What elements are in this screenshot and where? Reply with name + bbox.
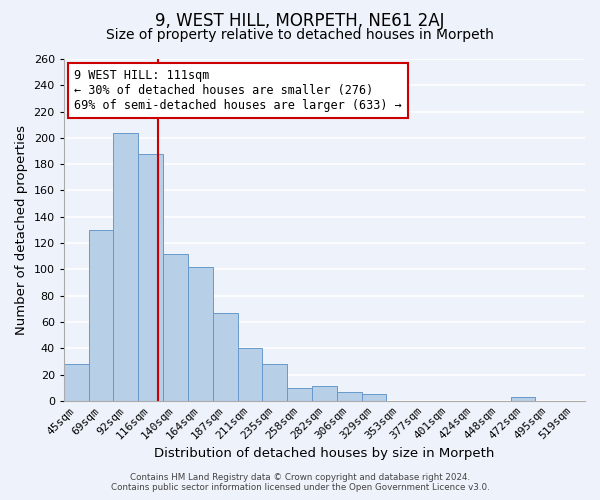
Bar [312, 386, 337, 401]
Bar [511, 397, 535, 401]
Bar [188, 267, 213, 401]
Text: Size of property relative to detached houses in Morpeth: Size of property relative to detached ho… [106, 28, 494, 42]
X-axis label: Distribution of detached houses by size in Morpeth: Distribution of detached houses by size … [154, 447, 494, 460]
Bar [64, 364, 89, 401]
Bar [163, 254, 188, 401]
Bar [138, 154, 163, 401]
Y-axis label: Number of detached properties: Number of detached properties [15, 125, 28, 335]
Bar [89, 230, 113, 401]
Text: Contains HM Land Registry data © Crown copyright and database right 2024.
Contai: Contains HM Land Registry data © Crown c… [110, 473, 490, 492]
Bar [362, 394, 386, 401]
Bar [238, 348, 262, 401]
Text: 9 WEST HILL: 111sqm
← 30% of detached houses are smaller (276)
69% of semi-detac: 9 WEST HILL: 111sqm ← 30% of detached ho… [74, 70, 402, 112]
Bar [337, 392, 362, 401]
Bar [213, 313, 238, 401]
Bar [113, 132, 138, 401]
Bar [287, 388, 312, 401]
Text: 9, WEST HILL, MORPETH, NE61 2AJ: 9, WEST HILL, MORPETH, NE61 2AJ [155, 12, 445, 30]
Bar [262, 364, 287, 401]
